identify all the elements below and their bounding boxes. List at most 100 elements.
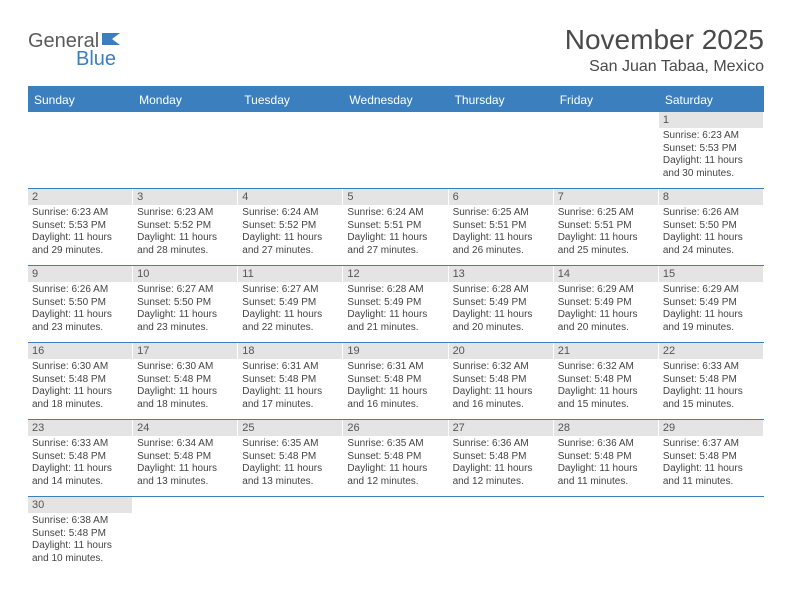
day-number: 6 [449, 189, 554, 205]
day-info-line: and 16 minutes. [453, 399, 550, 412]
day-cell: Sunrise: 6:24 AMSunset: 5:51 PMDaylight:… [343, 205, 448, 265]
weekday-header: Saturday [659, 88, 764, 112]
day-cell [659, 513, 764, 573]
day-info-line: Sunset: 5:50 PM [663, 220, 760, 233]
day-info-line: Sunset: 5:52 PM [242, 220, 339, 233]
day-cell: Sunrise: 6:23 AMSunset: 5:53 PMDaylight:… [28, 205, 133, 265]
day-info-line: and 11 minutes. [663, 476, 760, 489]
day-info-line: Daylight: 11 hours [32, 232, 129, 245]
day-info-line: Sunrise: 6:24 AM [347, 207, 444, 220]
day-cell: Sunrise: 6:30 AMSunset: 5:48 PMDaylight:… [28, 359, 133, 419]
day-number: 23 [28, 420, 133, 436]
day-info-line: and 20 minutes. [453, 322, 550, 335]
day-info-line: and 27 minutes. [347, 245, 444, 258]
day-number [554, 112, 659, 128]
day-info-line: Sunrise: 6:23 AM [137, 207, 234, 220]
day-info-line: Sunset: 5:48 PM [137, 374, 234, 387]
weekday-header: Thursday [449, 88, 554, 112]
day-info-line: and 11 minutes. [558, 476, 655, 489]
day-info-line: Sunset: 5:49 PM [347, 297, 444, 310]
day-info-line: and 18 minutes. [32, 399, 129, 412]
day-info-line: Daylight: 11 hours [242, 463, 339, 476]
day-info-line: Daylight: 11 hours [663, 232, 760, 245]
day-number: 4 [238, 189, 343, 205]
day-info-line: Sunset: 5:48 PM [663, 451, 760, 464]
day-info-line: Sunset: 5:48 PM [558, 374, 655, 387]
day-number [133, 497, 238, 513]
day-cell: Sunrise: 6:28 AMSunset: 5:49 PMDaylight:… [343, 282, 448, 342]
day-info-line: Sunrise: 6:26 AM [32, 284, 129, 297]
logo-sub: Blue [28, 48, 116, 71]
day-info-line: Sunset: 5:49 PM [453, 297, 550, 310]
day-info-line: Sunrise: 6:32 AM [453, 361, 550, 374]
day-number: 24 [133, 420, 238, 436]
day-info-line: Daylight: 11 hours [137, 463, 234, 476]
day-info-line: Sunset: 5:48 PM [32, 374, 129, 387]
day-info-line: Daylight: 11 hours [347, 309, 444, 322]
weekday-header: Tuesday [238, 88, 343, 112]
day-info-line: and 14 minutes. [32, 476, 129, 489]
day-info-line: Daylight: 11 hours [32, 463, 129, 476]
day-info-line: Sunrise: 6:28 AM [347, 284, 444, 297]
day-info-line: Sunrise: 6:33 AM [32, 438, 129, 451]
day-cell: Sunrise: 6:35 AMSunset: 5:48 PMDaylight:… [343, 436, 448, 496]
day-info-line: Sunset: 5:49 PM [558, 297, 655, 310]
day-info-line: Daylight: 11 hours [663, 155, 760, 168]
day-info-line: and 28 minutes. [137, 245, 234, 258]
day-cell [343, 128, 448, 188]
day-info-line: Sunset: 5:48 PM [558, 451, 655, 464]
day-info-line: Sunrise: 6:34 AM [137, 438, 234, 451]
day-number [554, 497, 659, 513]
day-info-line: Sunset: 5:48 PM [242, 374, 339, 387]
day-info-line: and 12 minutes. [347, 476, 444, 489]
day-info-line: Daylight: 11 hours [137, 386, 234, 399]
day-cell: Sunrise: 6:26 AMSunset: 5:50 PMDaylight:… [659, 205, 764, 265]
day-cell: Sunrise: 6:25 AMSunset: 5:51 PMDaylight:… [449, 205, 554, 265]
day-info-line: Daylight: 11 hours [347, 463, 444, 476]
day-info-line: Sunrise: 6:27 AM [137, 284, 234, 297]
day-info-line: Sunset: 5:51 PM [558, 220, 655, 233]
day-cell [449, 513, 554, 573]
day-cell: Sunrise: 6:27 AMSunset: 5:50 PMDaylight:… [133, 282, 238, 342]
month-title: November 2025 [565, 24, 764, 56]
day-number: 13 [449, 266, 554, 282]
day-info-line: Sunset: 5:49 PM [242, 297, 339, 310]
day-number: 14 [554, 266, 659, 282]
day-number [238, 497, 343, 513]
day-cell [28, 128, 133, 188]
day-number: 15 [659, 266, 764, 282]
day-number [343, 497, 448, 513]
day-cell [133, 513, 238, 573]
day-number: 3 [133, 189, 238, 205]
week-row: Sunrise: 6:33 AMSunset: 5:48 PMDaylight:… [28, 436, 764, 497]
day-info-line: and 15 minutes. [558, 399, 655, 412]
location-label: San Juan Tabaa, Mexico [565, 58, 764, 76]
day-number: 16 [28, 343, 133, 359]
day-info-line: Daylight: 11 hours [137, 309, 234, 322]
day-info-line: Sunset: 5:52 PM [137, 220, 234, 233]
day-number-row: 9101112131415 [28, 266, 764, 282]
day-number [133, 112, 238, 128]
day-info-line: Sunset: 5:48 PM [347, 374, 444, 387]
day-number [449, 112, 554, 128]
weekday-header: Monday [133, 88, 238, 112]
day-info-line: Daylight: 11 hours [347, 386, 444, 399]
day-number: 27 [449, 420, 554, 436]
week-row: Sunrise: 6:30 AMSunset: 5:48 PMDaylight:… [28, 359, 764, 420]
day-info-line: Sunset: 5:50 PM [32, 297, 129, 310]
day-info-line: Daylight: 11 hours [558, 463, 655, 476]
day-number: 7 [554, 189, 659, 205]
day-info-line: and 13 minutes. [242, 476, 339, 489]
week-row: Sunrise: 6:38 AMSunset: 5:48 PMDaylight:… [28, 513, 764, 573]
day-number: 5 [343, 189, 448, 205]
day-info-line: Daylight: 11 hours [663, 463, 760, 476]
logo-text-blue: Blue [76, 48, 116, 70]
header: General November 2025 San Juan Tabaa, Me… [28, 24, 764, 76]
day-info-line: Sunrise: 6:29 AM [663, 284, 760, 297]
day-cell: Sunrise: 6:33 AMSunset: 5:48 PMDaylight:… [28, 436, 133, 496]
day-info-line: and 24 minutes. [663, 245, 760, 258]
day-info-line: Sunset: 5:48 PM [663, 374, 760, 387]
day-info-line: Sunset: 5:48 PM [137, 451, 234, 464]
day-info-line: Sunset: 5:48 PM [242, 451, 339, 464]
day-info-line: Daylight: 11 hours [453, 463, 550, 476]
